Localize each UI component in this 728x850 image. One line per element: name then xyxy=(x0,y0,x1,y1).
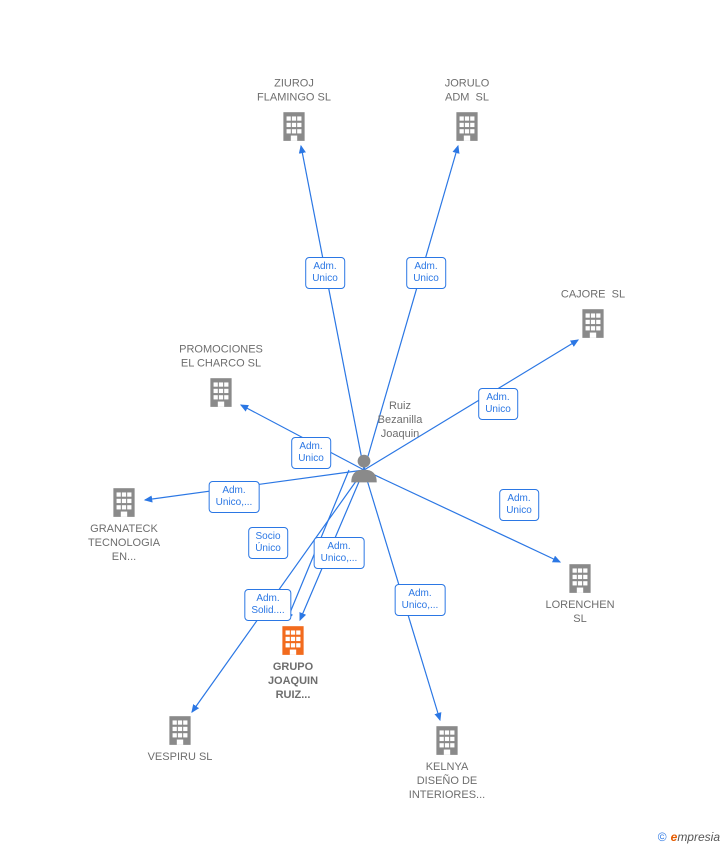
company-label-jorulo: JORULO ADM SL xyxy=(445,78,490,106)
company-label-lorenchen: LORENCHEN SL xyxy=(545,599,614,627)
company-node-grupo[interactable] xyxy=(276,623,310,657)
edge-label-cajore: Adm. Unico xyxy=(478,388,518,420)
brand-rest: mpresia xyxy=(677,830,720,844)
edge-label-jorulo: Adm. Unico xyxy=(406,257,446,289)
company-label-cajore: CAJORE SL xyxy=(561,288,625,302)
company-node-promociones[interactable] xyxy=(204,375,238,409)
edge-label-granateck: Adm. Unico,... xyxy=(209,481,260,513)
center-person-label: Ruiz Bezanilla Joaquin xyxy=(378,400,423,441)
copyright: ©empresia xyxy=(658,830,720,844)
company-label-grupo: GRUPO JOAQUIN RUIZ... xyxy=(268,661,318,702)
diagram-canvas xyxy=(0,0,728,850)
company-label-kelnya: KELNYA DISEÑO DE INTERIORES... xyxy=(409,761,485,802)
company-node-vespiru[interactable] xyxy=(163,713,197,747)
company-label-promociones: PROMOCIONES EL CHARCO SL xyxy=(179,344,263,372)
company-label-vespiru: VESPIRU SL xyxy=(148,751,213,765)
center-person-icon xyxy=(347,451,381,490)
edge-label-grupo2: Adm. Solid.... xyxy=(244,589,291,621)
edge-ziuroj xyxy=(301,146,364,470)
company-label-ziuroj: ZIUROJ FLAMINGO SL xyxy=(257,78,331,106)
edge-label-ziuroj: Adm. Unico xyxy=(305,257,345,289)
edge-label-lorenchen: Adm. Unico xyxy=(499,489,539,521)
edge-label-kelnya: Adm. Unico,... xyxy=(395,584,446,616)
company-label-granateck: GRANATECK TECNOLOGIA EN... xyxy=(88,523,160,564)
edge-label-promociones: Adm. Unico xyxy=(291,437,331,469)
company-node-kelnya[interactable] xyxy=(430,723,464,757)
company-node-lorenchen[interactable] xyxy=(563,561,597,595)
edge-label-grupo: Adm. Unico,... xyxy=(314,537,365,569)
company-node-cajore[interactable] xyxy=(576,306,610,340)
company-node-ziuroj[interactable] xyxy=(277,109,311,143)
company-node-granateck[interactable] xyxy=(107,485,141,519)
copyright-symbol: © xyxy=(658,830,667,844)
company-node-jorulo[interactable] xyxy=(450,109,484,143)
edge-label-vespiru: Socio Único xyxy=(248,527,288,559)
